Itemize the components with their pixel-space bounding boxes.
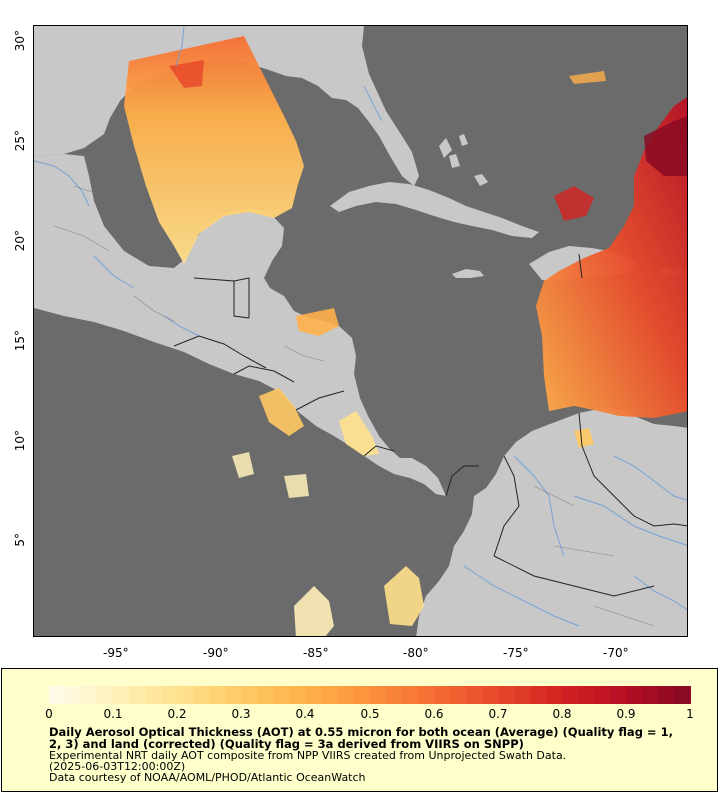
colorbar-swatch [450,686,467,704]
colorbar-swatch [81,686,98,704]
colorbar-swatch [209,686,227,704]
colorbar-swatch [97,686,114,704]
aot-east-scatter [554,186,594,221]
colorbar-swatch [289,686,307,704]
lon-tick-label: -70° [603,646,629,660]
colorbar-swatch [193,686,211,704]
aot-pacific-patch-1 [259,388,304,436]
colorbar-swatch [466,686,483,704]
colorbar-tick-label: 0.3 [231,707,251,721]
colorbar-swatch [321,686,339,704]
legend-source-line: Experimental NRT daily AOT composite fro… [49,749,567,762]
colorbar-swatch [434,686,451,704]
lat-tick-label: 10° [13,430,27,452]
colorbar-swatch [337,686,355,704]
land-cuba [330,182,539,238]
aot-east-hotspot [644,116,687,176]
colorbar-tick-label: 0 [45,707,53,721]
colorbar-swatch [546,686,564,704]
lon-tick-label: -95° [103,646,129,660]
colorbar-swatch [530,686,548,704]
lat-tick-label: 5° [13,533,27,547]
aot-gulf-hotspot [169,60,204,88]
colorbar-swatch [674,686,691,704]
map-canvas [34,26,687,636]
lat-tick-label: 25° [13,130,27,152]
aot-north-scatter [569,71,606,84]
rivers [34,26,687,627]
colorbar-tick-label: 0.1 [103,707,123,721]
colorbar-tick-label: 1 [686,707,694,721]
colorbar [49,686,691,704]
lon-tick-label: -80° [403,646,429,660]
state-borders [53,185,655,627]
colorbar-tick-label: 0.7 [488,707,508,721]
colorbar-swatch [129,686,146,704]
lon-tick-label: -75° [503,646,529,660]
lat-tick-label: 30° [13,30,27,52]
colorbar-swatch [353,686,371,704]
aot-caribbean-patch [296,308,339,336]
aot-pacific-patch-3 [232,452,309,498]
colorbar-swatch [610,686,628,704]
lat-tick-label: 20° [13,230,27,252]
colorbar-tick-label: 0.6 [424,707,444,721]
country-borders [173,253,687,597]
colorbar-swatch [594,686,612,704]
colorbar-swatch [65,686,82,704]
colorbar-swatch [562,686,580,704]
legend-title: Daily Aerosol Optical Thickness (AOT) at… [49,725,673,751]
lon-tick-label: -90° [203,646,229,660]
colorbar-tick-label: 0.9 [616,707,636,721]
colorbar-swatch [626,686,644,704]
colorbar-swatch [113,686,130,704]
colorbar-swatch [498,686,516,704]
colorbar-swatch [305,686,323,704]
colorbar-swatch [658,686,676,704]
colorbar-swatch [49,686,66,704]
colorbar-swatch [273,686,291,704]
colorbar-swatch [386,686,403,704]
colorbar-swatch [225,686,243,704]
lon-tick-label: -85° [303,646,329,660]
legend-credit-line: Data courtesy of NOAA/AOML/PHOD/Atlantic… [49,771,366,784]
aot-colombia-patch-2 [384,566,424,626]
legend-panel: 0 0.1 0.2 0.3 0.4 0.5 0.6 0.7 0.8 0.9 1 … [1,668,718,792]
land-mexico-central-america [34,154,446,496]
colorbar-swatch [482,686,499,704]
lat-tick-label: 15° [13,330,27,352]
colorbar-swatch [241,686,259,704]
map-panel[interactable] [33,25,688,637]
colorbar-swatch [418,686,435,704]
land-jamaica [452,269,484,278]
colorbar-swatch [578,686,596,704]
colorbar-swatch [145,686,162,704]
colorbar-swatch [402,686,419,704]
aot-gulf-swath [124,36,304,264]
colorbar-swatch [642,686,660,704]
colorbar-swatch [177,686,195,704]
aot-east-plume [536,97,687,418]
aot-pacific-patch-2 [339,411,379,456]
colorbar-swatch [161,686,178,704]
colorbar-swatch [514,686,532,704]
aot-venezuela-patch [574,428,594,448]
legend-date-line: (2025-06-03T12:00:00Z) [49,760,186,773]
colorbar-tick-label: 0.2 [167,707,187,721]
aot-colombia-patch [294,586,334,636]
colorbar-swatch [257,686,275,704]
colorbar-tick-label: 0.5 [360,707,380,721]
land-bahamas [439,134,488,186]
colorbar-tick-label: 0.8 [552,707,572,721]
colorbar-tick-label: 0.4 [295,707,315,721]
colorbar-swatch [370,686,387,704]
